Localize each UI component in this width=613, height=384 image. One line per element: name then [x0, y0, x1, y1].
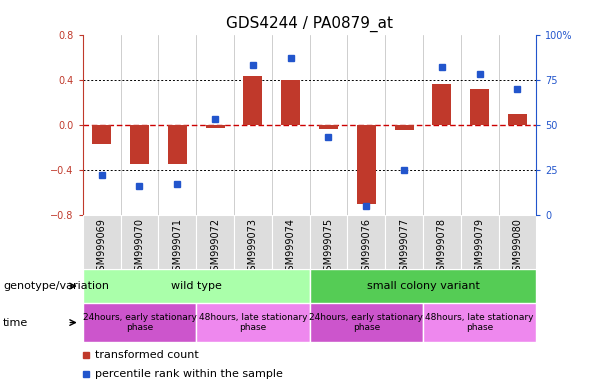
Text: transformed count: transformed count: [95, 350, 199, 360]
Text: time: time: [3, 318, 28, 328]
Bar: [461, 215, 498, 269]
Bar: [385, 215, 423, 269]
Bar: [432, 84, 451, 125]
Bar: [470, 89, 489, 125]
Bar: [83, 269, 310, 303]
Bar: [205, 125, 224, 128]
Text: GSM999074: GSM999074: [286, 218, 295, 277]
Text: percentile rank within the sample: percentile rank within the sample: [95, 369, 283, 379]
Bar: [272, 215, 310, 269]
Text: GSM999069: GSM999069: [97, 218, 107, 276]
Text: GSM999078: GSM999078: [437, 218, 447, 277]
Text: GSM999075: GSM999075: [324, 218, 333, 277]
Bar: [281, 80, 300, 125]
Bar: [196, 303, 310, 342]
Bar: [357, 125, 376, 204]
Bar: [121, 215, 158, 269]
Bar: [83, 303, 196, 342]
Text: GSM999079: GSM999079: [474, 218, 485, 277]
Bar: [158, 215, 196, 269]
Bar: [130, 125, 149, 164]
Text: genotype/variation: genotype/variation: [3, 281, 109, 291]
Title: GDS4244 / PA0879_at: GDS4244 / PA0879_at: [226, 16, 393, 32]
Bar: [395, 125, 414, 131]
Text: 48hours, late stationary
phase: 48hours, late stationary phase: [425, 313, 534, 332]
Text: GSM999073: GSM999073: [248, 218, 258, 277]
Text: GSM999071: GSM999071: [172, 218, 182, 277]
Text: small colony variant: small colony variant: [367, 281, 479, 291]
Text: GSM999072: GSM999072: [210, 218, 220, 277]
Text: GSM999077: GSM999077: [399, 218, 409, 277]
Bar: [310, 269, 536, 303]
Bar: [498, 215, 536, 269]
Bar: [83, 215, 121, 269]
Bar: [423, 303, 536, 342]
Bar: [508, 114, 527, 125]
Bar: [234, 215, 272, 269]
Bar: [243, 76, 262, 125]
Text: GSM999070: GSM999070: [134, 218, 145, 277]
Bar: [310, 303, 423, 342]
Text: 24hours, early stationary
phase: 24hours, early stationary phase: [83, 313, 196, 332]
Bar: [348, 215, 385, 269]
Text: GSM999076: GSM999076: [361, 218, 371, 277]
Bar: [423, 215, 461, 269]
Bar: [168, 125, 187, 164]
Bar: [196, 215, 234, 269]
Text: 48hours, late stationary
phase: 48hours, late stationary phase: [199, 313, 307, 332]
Bar: [92, 125, 111, 144]
Bar: [310, 215, 348, 269]
Text: 24hours, early stationary
phase: 24hours, early stationary phase: [310, 313, 423, 332]
Bar: [319, 125, 338, 129]
Text: wild type: wild type: [171, 281, 221, 291]
Text: GSM999080: GSM999080: [512, 218, 522, 276]
